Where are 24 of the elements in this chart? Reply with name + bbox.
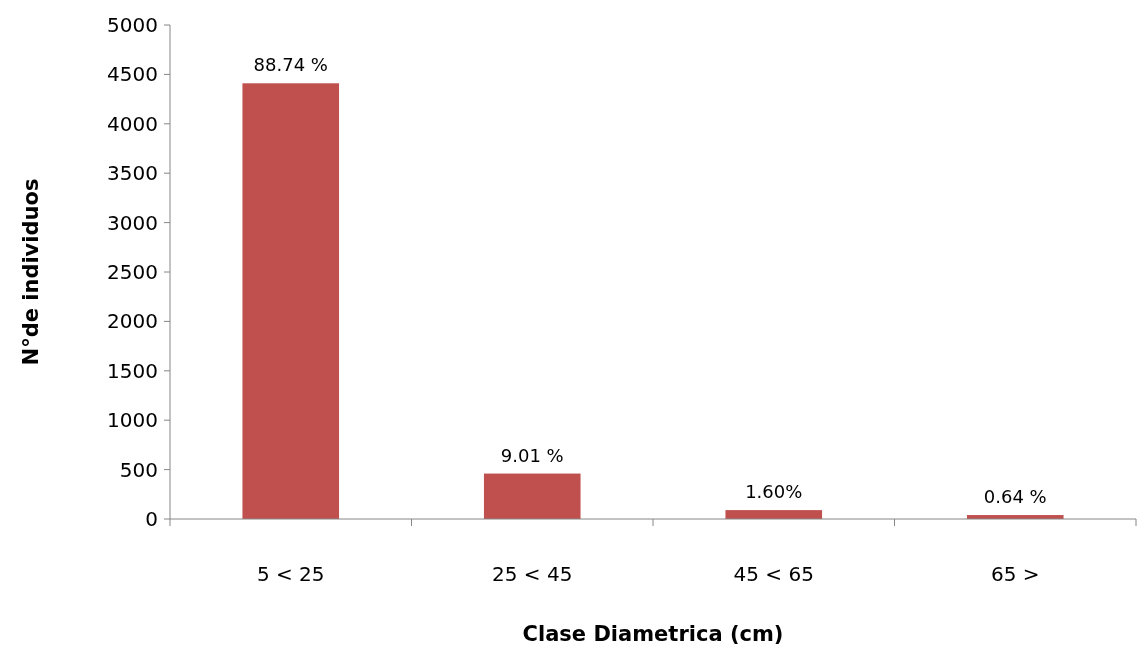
y-tick-label: 3500 (107, 161, 158, 186)
y-tick-label: 5000 (107, 13, 158, 37)
x-tick-label: 45 < 65 (733, 562, 814, 586)
bar (242, 83, 340, 519)
y-tick-label: 4000 (107, 111, 158, 136)
y-tick-label: 4500 (107, 62, 158, 87)
y-tick-label: 2500 (107, 260, 158, 284)
x-tick-label: 25 < 45 (492, 562, 573, 586)
y-tick-label: 0 (145, 507, 158, 531)
x-tick-label: 65 > (990, 562, 1040, 586)
y-tick-label: 3000 (107, 210, 158, 235)
y-tick-label: 2000 (107, 309, 158, 334)
x-tick-label: 5 < 25 (256, 562, 325, 586)
y-tick-label: 1000 (107, 408, 158, 433)
annotation: 0.64 % (983, 486, 1047, 508)
y-axis-title: N°de individuos (19, 178, 43, 366)
y-tick-label: 500 (119, 457, 158, 482)
bar (483, 473, 581, 519)
annotation: 9.01 % (500, 444, 564, 466)
bar (725, 510, 823, 519)
y-tick-label: 1500 (107, 358, 158, 383)
annotation: 1.60% (745, 481, 803, 503)
x-axis-title: Clase Diametrica (cm) (522, 622, 784, 646)
annotation: 88.74 % (253, 54, 328, 76)
